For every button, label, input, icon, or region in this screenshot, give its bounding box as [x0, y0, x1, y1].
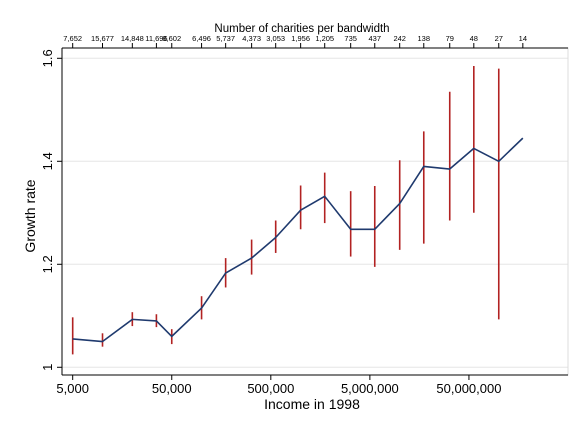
top-axis-tick-label: 4,373: [242, 34, 261, 43]
x-axis-label: Income in 1998: [264, 396, 360, 412]
x-tick-label: 5,000: [56, 381, 89, 396]
x-tick-label: 500,000: [247, 381, 294, 396]
top-axis-tick-label: 14,848: [121, 34, 144, 43]
top-axis-tick-label: 79: [446, 34, 454, 43]
top-axis-tick-label: 437: [368, 34, 381, 43]
axes-layer: 1 1.2 1.4 1.6 5,000 50,000 500,000 5,000,000 50,…: [40, 34, 569, 396]
top-axis-tick-label: 735: [344, 34, 357, 43]
top-axis-tick-label: 8,602: [162, 34, 181, 43]
plot-frame: [61, 47, 569, 376]
grid-layer: [62, 57, 568, 368]
x-tick-label: 5,000,000: [341, 381, 399, 396]
top-axis-tick-label: 7,652: [63, 34, 82, 43]
top-axis-tick-label: 138: [418, 34, 431, 43]
top-axis-tick-label: 27: [495, 34, 503, 43]
top-axis-tick-label: 1,956: [291, 34, 310, 43]
series-layer: [72, 137, 524, 343]
top-axis-tick-label: 242: [393, 34, 406, 43]
y-tick-label: 1.2: [40, 255, 55, 273]
top-axis-tick-label: 6,496: [192, 34, 211, 43]
y-axis-label: Growth rate: [22, 179, 38, 252]
top-axis-tick-label: 5,737: [216, 34, 235, 43]
top-axis-tick-label: 15,677: [91, 34, 114, 43]
top-axis-tick-label: 1,205: [315, 34, 334, 43]
top-axis-tick-label: 14: [519, 34, 527, 43]
top-axis-label: Number of charities per bandwidth: [214, 23, 389, 35]
series-line: [72, 137, 524, 343]
top-axis-tick-label: 48: [470, 34, 478, 43]
y-tick-label: 1.4: [40, 152, 55, 170]
error-bar-layer: [71, 66, 500, 355]
y-tick-label: 1.6: [40, 49, 55, 67]
x-tick-label: 50,000: [152, 381, 192, 396]
top-axis-tick-label: 3,053: [266, 34, 285, 43]
x-tick-label: 50,000,000: [436, 381, 501, 396]
top-axis-tick-label: 11,696: [145, 34, 167, 43]
y-tick-label: 1: [40, 364, 55, 371]
